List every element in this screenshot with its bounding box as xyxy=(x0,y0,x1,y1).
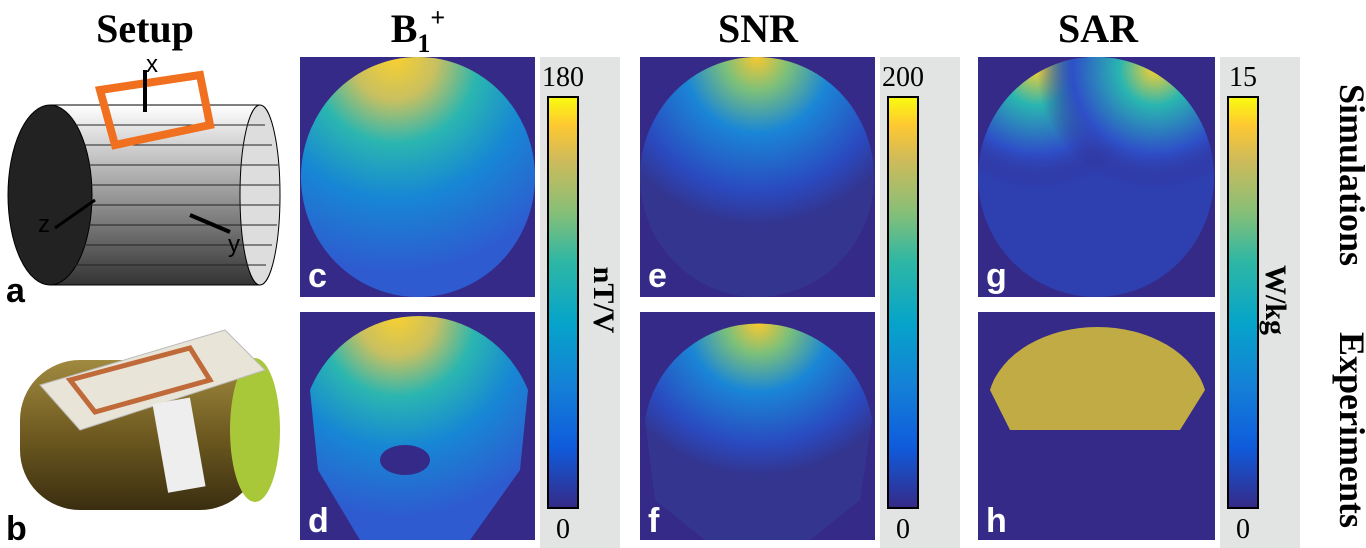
map xyxy=(640,57,875,540)
coil-diagram: x y z xyxy=(8,51,280,285)
map xyxy=(300,57,535,540)
colorbar-min: 0 xyxy=(896,514,910,545)
panel-letter: d xyxy=(308,502,329,540)
colorbar-max: 200 xyxy=(882,62,924,93)
colorbar: 200 0 xyxy=(880,57,960,548)
row-label: Experiments xyxy=(1332,332,1366,528)
panel-letter: a xyxy=(6,272,26,310)
axis-label: z xyxy=(38,211,50,238)
colorbar: 15 0 W/kg xyxy=(1220,57,1300,548)
panel-letter: h xyxy=(986,502,1007,540)
colorbar-unit: nT/V xyxy=(587,267,620,334)
column-title: SNR xyxy=(718,6,799,51)
panel-letter: e xyxy=(648,257,667,295)
colorbar-min: 0 xyxy=(556,514,570,545)
colorbar-max: 180 xyxy=(542,62,584,93)
panel-letter: f xyxy=(648,502,660,540)
axis-label: x xyxy=(146,51,158,78)
figure: Setup B1+ SNR SAR x y z a b c d e f g h … xyxy=(0,0,1366,548)
title-sup: + xyxy=(430,3,445,32)
map xyxy=(978,57,1215,540)
panel-letter: b xyxy=(6,510,27,548)
title-sub: 1 xyxy=(417,29,430,58)
title-base: B xyxy=(391,6,418,51)
colorbar-min: 0 xyxy=(1236,514,1250,545)
colorbar-max: 15 xyxy=(1229,62,1257,93)
panel-letter: g xyxy=(986,257,1007,295)
column-title: B1+ xyxy=(391,3,446,58)
row-label: Simulations xyxy=(1332,84,1366,266)
colorbar-unit: W/kg xyxy=(1259,265,1292,335)
column-title: Setup xyxy=(96,6,194,51)
panel-letter: c xyxy=(308,257,327,295)
phantom-photo xyxy=(20,330,280,510)
column-title: SAR xyxy=(1058,6,1139,51)
axis-label: y xyxy=(228,231,240,258)
colorbar: 180 0 nT/V xyxy=(540,57,620,548)
